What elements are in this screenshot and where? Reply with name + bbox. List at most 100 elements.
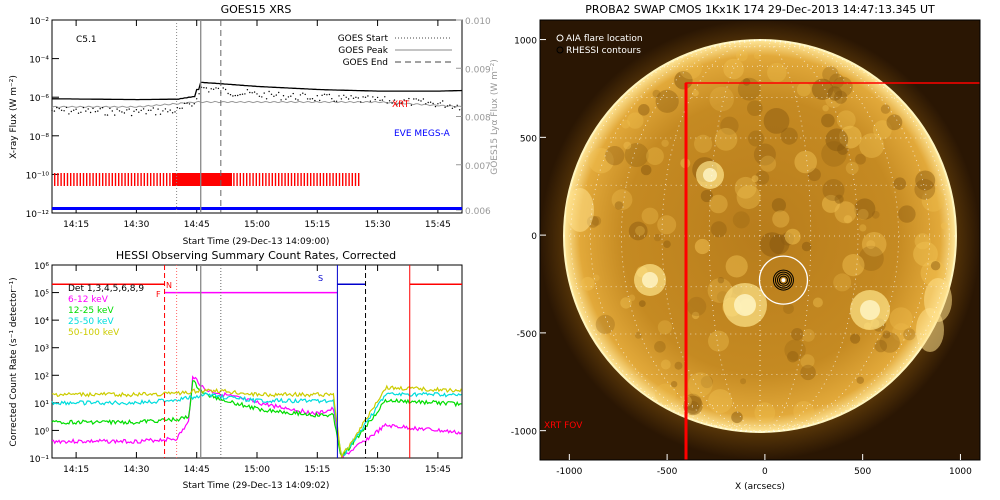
disk-mottle <box>605 146 625 166</box>
goes-short-point <box>126 109 128 111</box>
hessi-legend-det: Det 1,3,4,5,6,8,9 <box>68 284 144 294</box>
disk-mottle <box>845 161 859 175</box>
hessi-xtick-label: 14:30 <box>123 465 149 475</box>
goes-short-point <box>183 102 186 105</box>
goes-short-point <box>261 96 263 98</box>
goes-short-point <box>94 111 97 113</box>
goes-short-point <box>215 87 217 89</box>
disk-mottle <box>861 232 887 257</box>
hessi-ytick-label: 10¹ <box>34 400 49 410</box>
aia-legend-icon <box>556 34 564 42</box>
goes-short-point <box>114 114 116 116</box>
xrt-coverage-tick <box>70 173 72 186</box>
goes-short-point <box>97 110 99 112</box>
xrt-coverage-tick <box>102 173 104 186</box>
goes-short-point <box>237 94 239 97</box>
goes-short-point <box>82 106 85 109</box>
disk-mottle <box>879 332 900 353</box>
goes-short-point <box>251 92 253 94</box>
hessi-xtick-label: 15:45 <box>425 465 451 475</box>
xrt-coverage-tick <box>255 173 257 186</box>
goes-short-point <box>410 104 413 106</box>
disk-mottle <box>893 177 907 190</box>
goes-short-point <box>128 108 130 110</box>
goes-short-point <box>210 88 212 90</box>
xrt-coverage-tick <box>335 173 337 186</box>
xrt-fov-label: XRT FOV <box>544 421 583 431</box>
hessi-ytick-label: 10⁶ <box>34 262 49 272</box>
swap-title: PROBA2 SWAP CMOS 1Kx1K 174 29-Dec-2013 1… <box>585 3 935 16</box>
disk-mottle <box>717 277 725 284</box>
disk-mottle <box>854 198 876 220</box>
goes-short-point <box>434 105 437 108</box>
goes-short-point <box>292 92 294 95</box>
goes-short-point <box>355 96 357 99</box>
goes-short-point <box>379 99 381 102</box>
xrt-coverage-tick <box>294 173 296 186</box>
swap-xtick-label: -1000 <box>556 467 582 477</box>
xrt-coverage-dense <box>172 173 232 186</box>
disk-mottle <box>753 52 761 60</box>
disk-mottle <box>759 232 785 257</box>
xrt-coverage-tick <box>345 173 347 186</box>
disk-mottle <box>736 49 748 62</box>
goes-short-point <box>80 111 82 114</box>
disk-mottle <box>654 341 666 353</box>
disk-mottle <box>653 233 662 242</box>
rhessi-contour <box>772 269 794 291</box>
aia-legend-label: AIA flare location <box>566 34 643 44</box>
xrt-coverage-tick <box>143 173 145 186</box>
disk-mottle <box>855 153 866 165</box>
xrt-coverage-tick <box>287 173 289 186</box>
xrt-coverage-tick <box>57 173 59 186</box>
disk-mottle <box>595 314 615 334</box>
goes-short-point <box>449 104 451 106</box>
disk-mottle <box>627 112 644 129</box>
aia-flare-circle <box>758 255 809 305</box>
xrt-coverage-tick <box>108 173 110 186</box>
xrt-coverage-tick <box>258 173 261 186</box>
hessi-xtick-label: 15:15 <box>304 465 330 475</box>
goes-short-point <box>280 99 282 101</box>
xrt-coverage-tick <box>95 173 97 186</box>
disk-mottle <box>821 194 840 213</box>
hessi-series-25-50-keV <box>51 391 462 457</box>
goes-short-point <box>147 109 150 112</box>
goes-short-point <box>142 108 145 110</box>
goes-short-point <box>162 110 164 112</box>
goes-short-point <box>89 111 92 114</box>
swap-legend: AIA flare location RHESSI contours <box>556 34 643 56</box>
goes-short-point <box>157 108 159 110</box>
goes-short-point <box>234 94 236 97</box>
disk-mottle <box>731 411 743 424</box>
swap-ytick-label: 500 <box>520 134 537 144</box>
disk-mottle <box>903 328 916 341</box>
goes-short-point <box>270 93 273 96</box>
goes-short-point <box>360 101 362 103</box>
longitude-line <box>759 39 812 433</box>
xrt-coverage-tick <box>127 173 129 186</box>
goes-short-point <box>304 93 306 96</box>
swap-xtick-label: 500 <box>854 467 871 477</box>
goes-short-point <box>65 106 68 109</box>
active-region-core <box>642 272 658 288</box>
goes-short-point <box>111 110 114 112</box>
disk-mottle <box>834 194 844 204</box>
heliographic-grid <box>564 39 956 433</box>
disk-mottle <box>812 297 823 308</box>
swap-xtick-label: -500 <box>657 467 678 477</box>
disk-mottle <box>825 128 849 152</box>
goes-ytick-label: 10⁻⁸ <box>29 133 49 143</box>
goes-short-point <box>456 104 458 107</box>
swap-ytick-label: 0 <box>531 232 537 242</box>
xrt-coverage-tick <box>130 173 133 186</box>
aia-flare-point <box>781 278 786 283</box>
goes-short-point <box>290 95 292 97</box>
eve-label: EVE MEGS-A <box>394 129 451 139</box>
goes-ytick-right-label: 0.006 <box>465 207 491 217</box>
disk-mottle <box>714 127 738 151</box>
goes-ytick-right-label: 0.008 <box>465 114 491 124</box>
goes-short-point <box>169 109 171 111</box>
eve-coverage-bar <box>52 207 462 210</box>
goes-short-point <box>405 100 408 102</box>
